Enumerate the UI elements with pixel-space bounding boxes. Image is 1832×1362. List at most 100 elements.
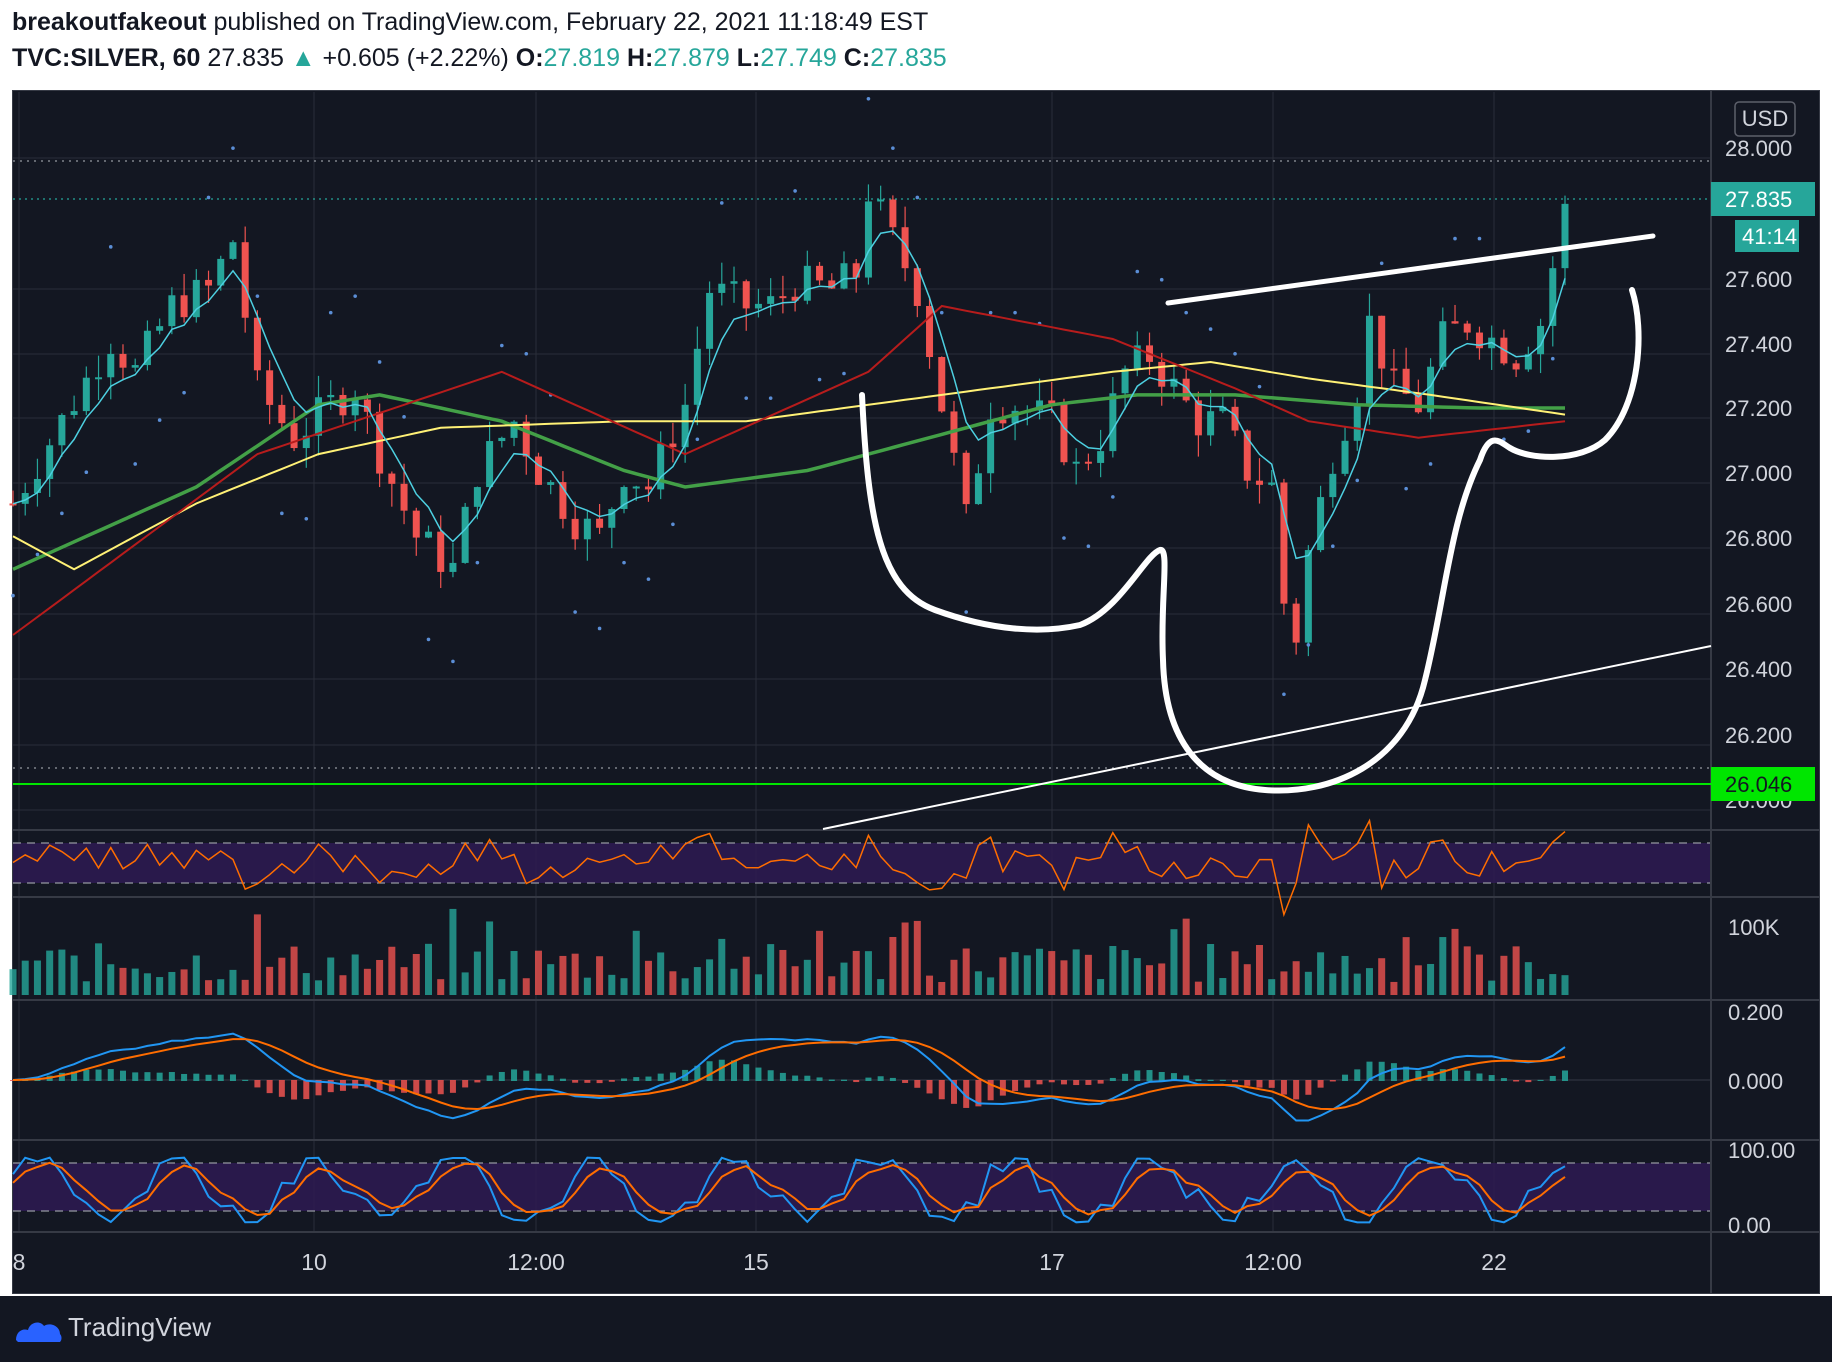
tradingview-brand[interactable]: TradingView [68, 1312, 212, 1342]
currency-box[interactable] [1734, 101, 1796, 137]
psar-dot [206, 195, 211, 200]
macd-hist-bar [572, 1080, 579, 1083]
macd-hist-bar [877, 1076, 884, 1081]
candle-up [351, 399, 359, 416]
candle-up [1439, 321, 1447, 367]
macd-hist-bar [327, 1080, 334, 1093]
psar-dot [451, 659, 455, 664]
volume-bar [510, 951, 518, 995]
candle-down [1280, 482, 1288, 604]
volume-bar [767, 944, 775, 995]
volume-bar [339, 975, 347, 995]
macd-hist-bar [914, 1080, 921, 1088]
volume-bar [1463, 946, 1471, 995]
symbol-label[interactable]: TVC:SILVER, 60 [12, 44, 201, 72]
price-axis[interactable]: USD 28.000 27.600 27.400 27.200 27.000 2… [1711, 101, 1815, 1238]
candle-down [1390, 368, 1398, 371]
psar-dot [842, 371, 846, 376]
rising-support-trendline[interactable] [822, 645, 1712, 830]
candle-down [1060, 403, 1068, 463]
psar-dot [671, 522, 675, 527]
macd-hist-bar [889, 1077, 896, 1081]
candle-down [376, 411, 384, 474]
macd-hist-bar [401, 1080, 408, 1093]
chart-canvas[interactable]: USD 28.000 27.600 27.400 27.200 27.000 2… [0, 0, 1832, 1296]
price-label-4: 27.000 [1725, 461, 1792, 486]
volume-bar [1414, 965, 1422, 995]
candle-up [974, 473, 982, 505]
price-change: +0.605 (+2.22%) [322, 44, 509, 72]
volume-bar [168, 971, 176, 995]
psar-dot [328, 310, 333, 315]
candle-down [1475, 332, 1483, 349]
psar-dot [1086, 544, 1091, 549]
candle-down [644, 486, 652, 490]
psar-dot [597, 626, 602, 631]
psar-dot [524, 351, 529, 356]
volume-bar [1023, 955, 1031, 995]
author-name[interactable]: breakoutfakeout [12, 8, 207, 36]
candle-down [253, 317, 261, 371]
candle-down [241, 242, 249, 318]
volume-bar [522, 978, 530, 995]
psar-dot [793, 189, 797, 193]
macd-hist-bar [1452, 1069, 1459, 1081]
support-price-value: 26.046 [1725, 772, 1792, 797]
psar-dot [646, 577, 651, 581]
macd-hist-bar [1256, 1080, 1263, 1088]
volume-bar [571, 953, 579, 995]
volume-bar [730, 968, 738, 995]
psar-dot [1379, 261, 1384, 266]
open-value: 27.819 [543, 44, 620, 72]
macd-hist-bar [58, 1072, 65, 1081]
volume-bar [706, 959, 714, 995]
macd-hist-bar [449, 1080, 456, 1093]
cup-and-handle-drawing[interactable] [859, 287, 1642, 794]
sma-green-line [12, 393, 1565, 571]
candle-up [70, 411, 78, 415]
volume-bar [889, 936, 897, 995]
psar-dot [157, 418, 162, 422]
volume-bar [583, 977, 591, 995]
candle-up [1036, 400, 1044, 411]
ema-fast-line [12, 230, 1566, 560]
volume-bar [864, 951, 872, 995]
candle-up [877, 199, 885, 202]
candle-up [143, 330, 151, 366]
candle-down [779, 296, 787, 299]
candle-up [21, 492, 29, 504]
time-label-1: 10 [301, 1249, 327, 1275]
psar-dot [1477, 236, 1482, 241]
candle-up [657, 443, 665, 490]
volume-bar [1512, 946, 1520, 995]
volume-bar [620, 978, 628, 995]
price-label-7: 26.400 [1725, 657, 1792, 682]
candle-up [1317, 497, 1325, 551]
time-label-0: 8 [13, 1249, 26, 1275]
volume-bar [938, 982, 946, 995]
candle-up [718, 283, 726, 293]
volume-bar [302, 973, 310, 995]
price-label-5: 26.800 [1725, 526, 1792, 551]
macd-hist-bar [1317, 1080, 1324, 1088]
psar-dot [402, 415, 406, 419]
macd-hist-bar [1097, 1080, 1104, 1084]
time-axis[interactable]: 8 10 12:00 15 17 12:00 22 [13, 1249, 1507, 1275]
upper-trendline-drawing[interactable] [1165, 233, 1656, 306]
candle-down [1451, 321, 1459, 324]
volume-bar [1439, 937, 1447, 995]
volume-bar [1170, 929, 1178, 995]
psar-dot [1135, 269, 1140, 274]
candle-down [388, 473, 396, 484]
candle-down [1231, 406, 1239, 431]
candle-down [999, 419, 1007, 424]
candle-down [1158, 361, 1166, 387]
volume-bar [1097, 979, 1105, 995]
volume-bar [1133, 958, 1141, 995]
psar-dot [1428, 462, 1433, 466]
macd-hist-bar [608, 1080, 615, 1082]
volume-bar [473, 951, 481, 995]
low-value: 27.749 [760, 44, 837, 72]
volume-bar [205, 980, 213, 995]
tradingview-logo-icon[interactable] [14, 1314, 64, 1344]
